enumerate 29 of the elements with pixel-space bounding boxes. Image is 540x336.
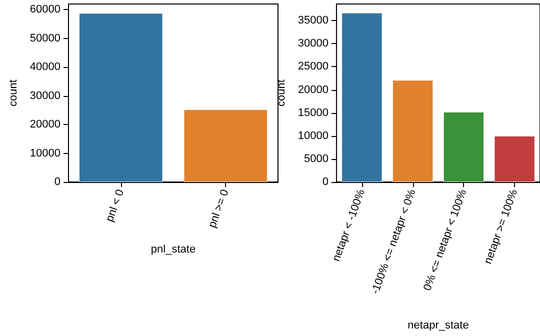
y-tick-label: 50000 [30, 32, 60, 44]
y-tick-label: 0 [322, 176, 328, 188]
x-tick-label: -100% <= netapr < 0% [369, 188, 419, 296]
y-axis-title: count [276, 80, 288, 106]
y-tick-label: 60000 [30, 4, 60, 16]
y-tick-label: 40000 [30, 61, 60, 74]
x-axis-title: netapr_state [408, 320, 469, 332]
y-tick-label: 10000 [298, 130, 328, 142]
y-tick-label: 5000 [304, 152, 328, 165]
y-tick-label: 20000 [30, 118, 60, 131]
y-tick-label: 30000 [30, 90, 60, 102]
bar [443, 112, 484, 182]
x-tick-label: pnl < 0 [104, 188, 127, 224]
y-tick-label: 0 [54, 176, 60, 188]
x-tick-label: netapr < -100% [330, 188, 368, 264]
y-tick-label: 20000 [298, 84, 328, 96]
bar [392, 80, 434, 182]
y-tick-label: 15000 [298, 106, 328, 119]
x-tick-label: netapr >= 100% [482, 188, 520, 266]
y-tick-label: 10000 [30, 147, 60, 160]
y-axis-title: count [8, 80, 20, 106]
x-tick-label: pnl >= 0 [206, 188, 232, 230]
bar [342, 12, 382, 182]
y-tick-label: 25000 [298, 60, 328, 73]
bar [494, 136, 535, 182]
y-tick-label: 30000 [298, 38, 328, 50]
x-tick-label: 0% <= netapr < 100% [422, 188, 470, 292]
x-axis-title: pnl_state [150, 244, 196, 256]
y-tick-label: 35000 [298, 14, 328, 27]
